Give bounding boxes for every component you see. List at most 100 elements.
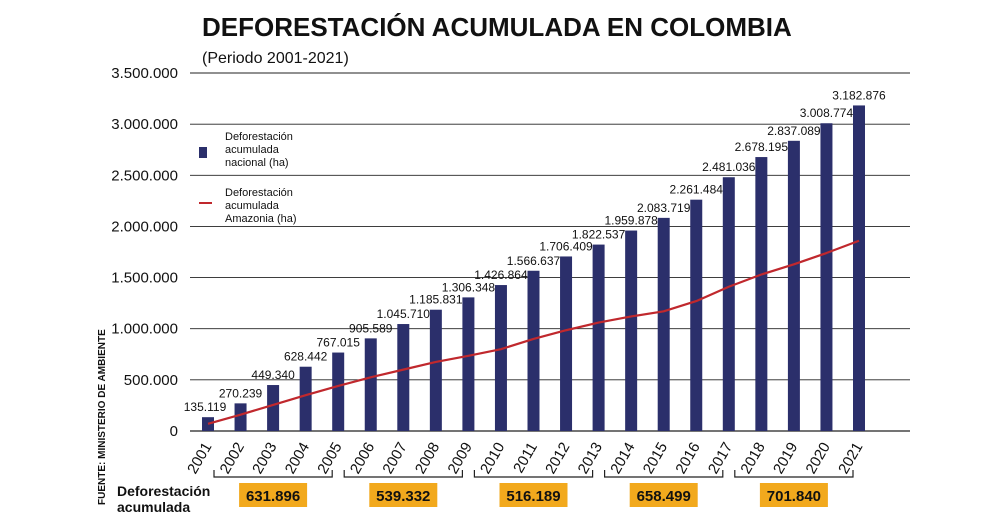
summary-value: 516.189 [506, 488, 560, 505]
legend-bar-label-line1: Deforestación [225, 131, 293, 143]
bar [429, 309, 442, 431]
legend-line-label-line3: Amazonia (ha) [225, 213, 297, 225]
bar-data-label: 2.678.195 [735, 140, 789, 154]
amazonia-line [207, 239, 860, 425]
bar [625, 230, 638, 431]
bar [202, 417, 214, 431]
legend: Deforestación acumulada nacional (ha) De… [199, 131, 297, 225]
bar-data-label: 1.822.537 [572, 228, 626, 242]
bar [657, 217, 670, 431]
bar-data-label: 1.045.710 [377, 307, 431, 321]
x-tick-label: 2008 [412, 440, 443, 477]
y-tick-label: 1.500.000 [111, 270, 178, 287]
source-note: FUENTE: MINISTERIO DE AMBIENTE [97, 329, 108, 505]
x-tick-label: 2012 [542, 440, 573, 477]
bar-data-label: 2.261.484 [670, 183, 724, 197]
x-tick-label: 2004 [282, 440, 313, 477]
bar [234, 403, 247, 431]
bar-data-label: 3.008.774 [800, 106, 854, 120]
bar-data-label: 270.239 [219, 386, 263, 400]
x-tick-label: 2003 [249, 440, 280, 477]
y-axis: 0 500.000 1.000.000 1.500.000 2.000.000 2.500… [111, 65, 178, 440]
x-tick-label: 2019 [770, 440, 801, 477]
summary-box [499, 483, 568, 507]
bar [722, 177, 735, 431]
bar-data-label: 2.083.719 [637, 201, 691, 215]
bar [364, 338, 377, 431]
chart-title: DEFORESTACIÓN ACUMULADA EN COLOMBIA [202, 12, 792, 42]
summary-value: 539.332 [376, 488, 430, 505]
x-tick-label: 2020 [803, 440, 834, 477]
y-tick-label: 2.500.000 [111, 167, 178, 184]
line-series [207, 239, 860, 425]
legend-bar-swatch [199, 147, 207, 158]
summary-box [239, 483, 308, 507]
summary-box [629, 483, 698, 507]
y-tick-label: 0 [170, 423, 178, 440]
bar [299, 366, 312, 431]
bar-data-label: 628.442 [284, 350, 328, 364]
bar-data-label: 1.306.348 [442, 280, 496, 294]
bar-data-label: 1.426.864 [474, 268, 528, 282]
bar-data-label: 2.481.036 [702, 160, 756, 174]
bar [787, 140, 800, 431]
chart-subtitle: (Periodo 2001-2021) [202, 50, 349, 67]
x-tick-label: 2016 [672, 440, 703, 477]
legend-line-label-line2: acumulada [225, 200, 280, 212]
x-tick-label: 2009 [444, 440, 475, 477]
bar-data-label: 905.589 [349, 321, 393, 335]
bar-data-label: 135.119 [184, 400, 227, 414]
bar-data-label: 3.182.876 [832, 88, 886, 102]
bar [820, 123, 833, 432]
bar-data-label: 1.185.831 [409, 293, 463, 307]
summary-box [369, 483, 438, 507]
x-tick-label: 2001 [184, 440, 215, 477]
summary-boxes: 631.896 539.332 516.189 658.499 701.840 [239, 483, 828, 507]
legend-bar-label-line2: acumulada [225, 144, 280, 156]
y-tick-label: 500.000 [124, 372, 178, 389]
summary-value: 701.840 [767, 488, 821, 505]
x-tick-label: 2017 [705, 440, 736, 477]
footer-label-line2: acumulada [117, 499, 190, 515]
legend-bar-label-line3: nacional (ha) [225, 157, 289, 169]
bar-data-label: 449.340 [251, 368, 295, 382]
x-tick-label: 2014 [607, 440, 638, 477]
bar [462, 297, 475, 431]
summary-bracket [473, 470, 594, 478]
x-axis: 2001 2002 2003 2004 2005 2006 2007 2008 2009 2010… [184, 440, 866, 477]
footer-label-line1: Deforestación [117, 483, 210, 499]
bar [755, 157, 768, 432]
bar-data-label: 2.837.089 [767, 124, 821, 138]
bar [267, 385, 280, 431]
x-tick-label: 2010 [477, 440, 508, 477]
bar-data-label: 767.015 [317, 336, 361, 350]
summary-value: 658.499 [637, 488, 691, 505]
x-tick-label: 2007 [379, 440, 410, 477]
x-tick-label: 2015 [640, 440, 671, 477]
bar-data-label: 1.566.637 [507, 254, 561, 268]
x-tick-label: 2018 [737, 440, 768, 477]
bar [853, 105, 865, 431]
summary-bracket [343, 470, 463, 478]
bar [527, 270, 540, 431]
x-tick-label: 2002 [217, 440, 248, 477]
legend-line-label-line1: Deforestación [225, 187, 293, 199]
y-tick-label: 2.000.000 [111, 218, 178, 235]
x-tick-label: 2005 [314, 440, 345, 477]
bar [494, 285, 507, 431]
summary-bracket [734, 470, 854, 478]
bar [332, 352, 345, 431]
bar [592, 244, 605, 431]
summary-bracket [213, 470, 333, 478]
bar-series [202, 105, 865, 432]
x-tick-label: 2021 [835, 440, 866, 477]
bar [560, 256, 573, 431]
x-tick-label: 2013 [575, 440, 606, 477]
y-tick-label: 3.000.000 [111, 116, 178, 133]
bar-data-label: 1.959.878 [604, 214, 658, 228]
x-tick-label: 2011 [510, 440, 541, 476]
bar [397, 324, 410, 431]
bar [690, 199, 703, 431]
